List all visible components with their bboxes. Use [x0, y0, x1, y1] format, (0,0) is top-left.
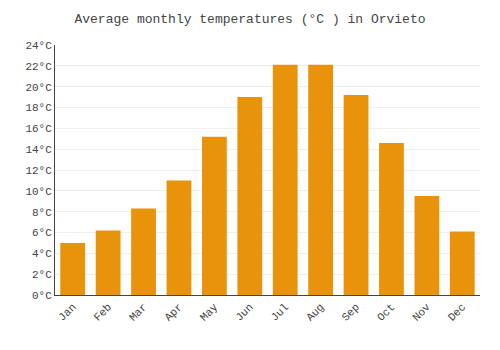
svg-text:Aug: Aug	[304, 301, 326, 323]
svg-text:18°C: 18°C	[25, 102, 52, 114]
svg-text:Apr: Apr	[162, 301, 184, 323]
svg-text:Jul: Jul	[269, 301, 291, 323]
svg-text:12°C: 12°C	[25, 165, 52, 177]
svg-text:0°C: 0°C	[32, 290, 52, 302]
svg-text:20°C: 20°C	[25, 82, 52, 94]
svg-text:May: May	[198, 301, 221, 324]
svg-text:8°C: 8°C	[32, 207, 52, 219]
svg-text:Dec: Dec	[446, 301, 468, 323]
svg-text:Jun: Jun	[233, 301, 255, 323]
svg-text:Jan: Jan	[56, 301, 78, 323]
svg-text:6°C: 6°C	[32, 227, 52, 239]
svg-text:2°C: 2°C	[32, 269, 52, 281]
svg-text:22°C: 22°C	[25, 61, 52, 73]
svg-text:14°C: 14°C	[25, 144, 52, 156]
svg-text:4°C: 4°C	[32, 248, 52, 260]
svg-text:Feb: Feb	[92, 301, 114, 323]
svg-text:Mar: Mar	[127, 301, 149, 323]
svg-text:Sep: Sep	[340, 301, 362, 323]
svg-text:Oct: Oct	[375, 301, 397, 323]
svg-text:Nov: Nov	[410, 301, 433, 324]
svg-text:10°C: 10°C	[25, 186, 52, 198]
svg-text:24°C: 24°C	[25, 40, 52, 52]
svg-text:16°C: 16°C	[25, 123, 52, 135]
svg-text:Average monthly temperatures (: Average monthly temperatures (°C ) in Or…	[74, 12, 425, 27]
